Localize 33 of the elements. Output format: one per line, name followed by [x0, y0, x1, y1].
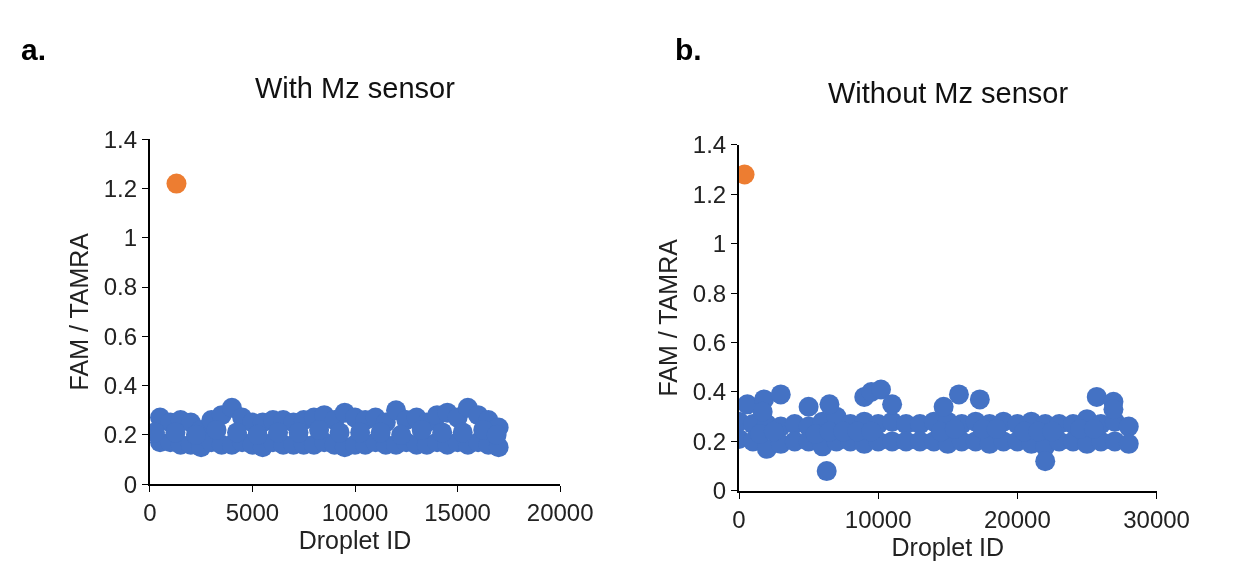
x-tick-label: 10000	[321, 498, 389, 526]
y-tick-label: 1.4	[692, 131, 727, 159]
x-axis-title: Droplet ID	[891, 532, 1005, 561]
y-tick-label: 0	[123, 470, 137, 498]
y-tick-label: 0.6	[103, 322, 137, 350]
y-tick-label: 0.8	[103, 273, 137, 301]
y-tick-label: 0	[712, 477, 727, 505]
y-tick-label: 1.2	[692, 180, 727, 208]
x-tick-label: 0	[143, 498, 157, 526]
x-tick-label: 20000	[526, 498, 594, 526]
text: a.	[21, 33, 47, 66]
y-tick-label: 1	[123, 224, 137, 252]
x-tick-label: 10000	[844, 505, 912, 533]
x-tick-label: 0	[732, 505, 746, 533]
y-axis-title: FAM / TAMRA	[654, 238, 683, 397]
y-tick-label: 0.4	[692, 378, 727, 406]
y-tick-label: 1	[712, 230, 727, 258]
y-tick-label: 0.6	[692, 328, 727, 356]
x-tick-label: 30000	[1123, 505, 1190, 533]
x-tick-label: 15000	[424, 498, 491, 526]
x-tick-label: 5000	[225, 498, 280, 526]
x-tick-label: 20000	[984, 505, 1051, 533]
x-axis-title: Droplet ID	[298, 525, 412, 554]
chart-title: Without Mz sensor	[828, 77, 1069, 109]
chart-title: With Mz sensor	[255, 72, 456, 104]
y-tick-label: 0.4	[103, 371, 137, 399]
y-tick-label: 1.4	[103, 125, 137, 153]
y-tick-label: 1.2	[103, 174, 137, 202]
y-tick-label: 0.8	[692, 279, 727, 307]
text: b.	[675, 33, 702, 66]
y-tick-label: 0.2	[692, 427, 727, 455]
y-axis-title: FAM / TAMRA	[64, 232, 93, 391]
y-tick-label: 0.2	[103, 421, 137, 449]
